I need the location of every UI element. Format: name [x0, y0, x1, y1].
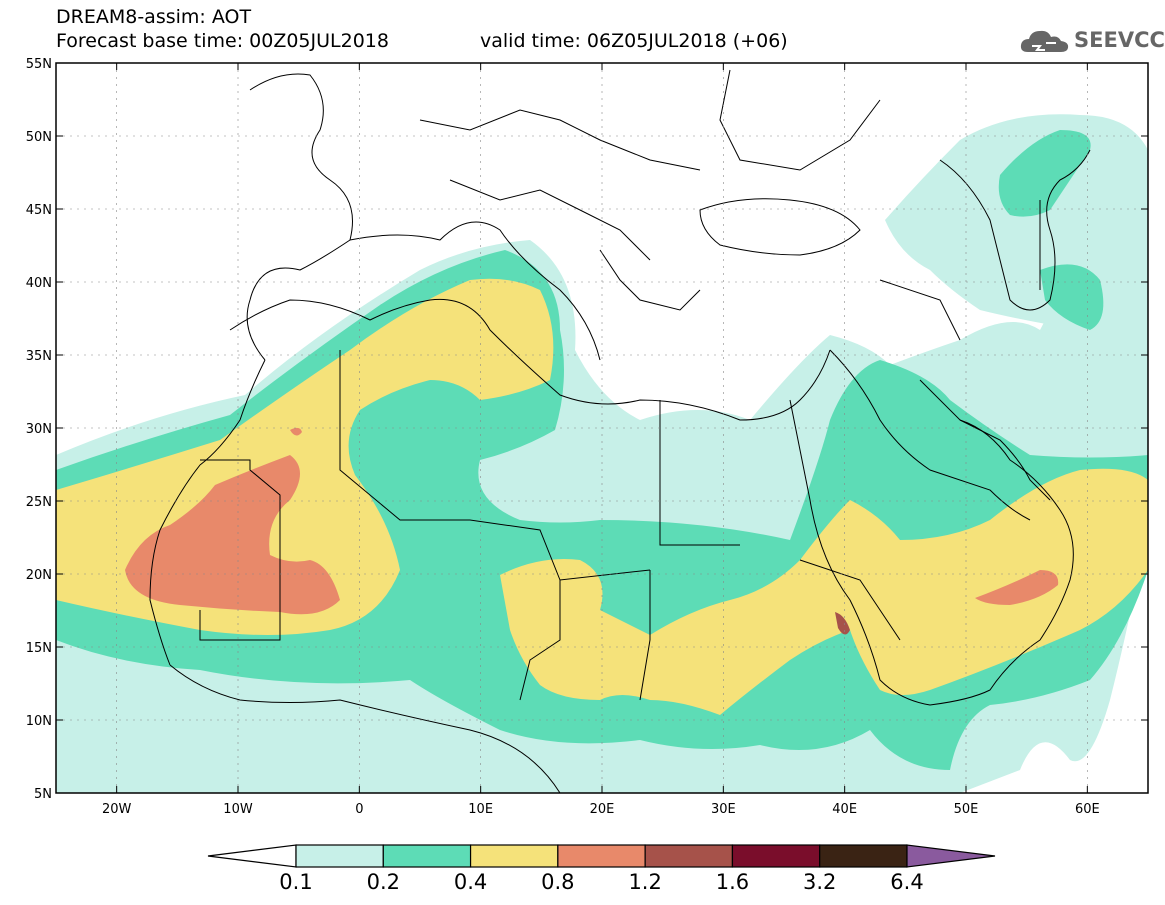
lon-label: 0 [355, 802, 363, 817]
lat-label: 45N [26, 203, 52, 218]
lon-label: 30E [711, 802, 736, 817]
colorbar-label: 0.1 [279, 870, 313, 894]
lat-label: 55N [26, 57, 52, 72]
aot-contour-0.4-sahel [500, 468, 1148, 715]
longitude-labels: 20W 10W 0 10E 20E 30E 40E 50E 60E [102, 802, 1100, 817]
colorbar-high-arrow [906, 844, 996, 868]
logo-text: SEEVCCC [1074, 28, 1165, 52]
aot-contour-0.1-caspian [885, 114, 1148, 331]
lon-label: 60E [1075, 802, 1100, 817]
lon-label: 10W [223, 802, 253, 817]
seevccc-logo: SEEVCCC [1018, 26, 1165, 56]
aot-contour-0.8 [125, 455, 340, 615]
aot-contour-1.2 [835, 612, 850, 635]
aot-contour-0.8-atlas [290, 427, 302, 436]
colorbar-box [644, 844, 734, 868]
lon-label: 20E [590, 802, 615, 817]
colorbar-low-arrow [207, 844, 297, 868]
coastlines-borders [149, 69, 1091, 793]
colorbar-box [557, 844, 646, 868]
lon-label: 40E [832, 802, 857, 817]
colorbar-label: 0.8 [541, 870, 575, 894]
axis-ticks [56, 62, 1148, 794]
lat-label: 5N [34, 787, 52, 802]
lat-label: 35N [26, 349, 52, 364]
colorbar-box [469, 844, 559, 868]
lat-label: 25N [26, 495, 52, 510]
colorbar-label: 1.2 [628, 870, 662, 894]
colorbar-label: 3.2 [803, 870, 837, 894]
lon-label: 50E [954, 802, 979, 817]
lat-label: 20N [26, 568, 52, 583]
lat-label: 10N [26, 714, 52, 729]
colorbar-box [731, 844, 821, 868]
aot-field [56, 114, 1148, 793]
gridlines [56, 63, 1148, 793]
valid-time: valid time: 06Z05JUL2018 (+06) [480, 30, 788, 52]
colorbar-label: 6.4 [890, 870, 924, 894]
model-title: DREAM8-assim: AOT [56, 6, 252, 28]
lon-label: 20W [102, 802, 132, 817]
colorbar-label: 1.6 [715, 870, 750, 894]
cloud-icon [1020, 30, 1069, 52]
lat-label: 50N [26, 130, 52, 145]
colorbar-box [819, 844, 908, 868]
aot-contour-0.8-arabia [975, 570, 1059, 605]
colorbar-box [295, 844, 384, 868]
colorbar [207, 844, 996, 868]
lat-label: 15N [26, 641, 52, 656]
base-time: Forecast base time: 00Z05JUL2018 [56, 30, 389, 52]
colorbar-label: 0.4 [453, 870, 488, 894]
latitude-labels: 55N 50N 45N 40N 35N 30N 25N 20N 15N 10N 5N [26, 57, 52, 802]
aot-contour-0.2-caspian [998, 130, 1091, 217]
colorbar-box [382, 844, 472, 868]
lat-label: 40N [26, 276, 52, 291]
lon-label: 10E [468, 802, 493, 817]
lat-label: 30N [26, 422, 52, 437]
colorbar-label: 0.2 [366, 870, 400, 894]
